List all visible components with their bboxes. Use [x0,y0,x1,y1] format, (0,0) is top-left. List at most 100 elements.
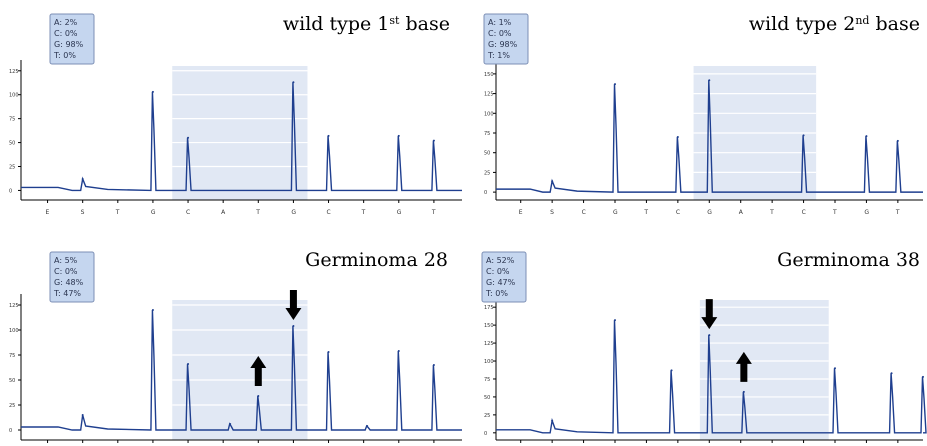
x-tick-label: G [397,209,402,216]
x-tick-label: T [895,209,900,216]
x-tick-label: C [676,209,680,216]
base-call-box: A: 52% C: 0% G: 47% T: 0% [481,251,527,303]
y-tick-label: 100 [9,93,19,99]
pyrogram-panel-2: 150 125 100 75 50 25 0 E S C G T C G A T C T G T A: 1% C: 0% G… [483,13,923,216]
panel-title: Germinoma 28 [305,249,448,271]
peak-point [257,395,260,397]
peak-point [432,364,435,366]
base-call-line: C: 0% [486,267,510,276]
peak-point [151,90,154,93]
base-call-line: G: 98% [488,40,518,49]
base-call-line: T: 0% [53,51,76,60]
y-tick-label: 75 [484,377,490,383]
pyrogram-panel-3: 125 100 75 50 25 0 A: 5% C: 0% G: 48% T: 47% Germi… [9,249,462,443]
base-call-box: A: 2% C: 0% G: 98% T: 0% [49,13,95,65]
y-tick-label: 125 [9,69,19,75]
peak-point [81,177,84,180]
panel-title: Germinoma 38 [777,249,920,271]
peak-point [742,390,745,393]
y-tick-label: 0 [9,428,12,434]
arrow-up-icon [250,356,267,386]
peak-point [187,363,190,365]
y-tick-label: 25 [484,413,490,419]
x-tick-label: G [291,209,296,216]
peak-point [229,423,232,425]
base-call-line: G: 47% [486,278,516,287]
x-tick-label: A [221,209,226,216]
peak-point [614,319,616,322]
peak-point [397,134,400,137]
x-tick-label: G [151,209,156,216]
panel-title: wild type 2nd base [749,13,920,35]
arrow-down-icon [701,299,718,330]
x-tick-label: C [802,209,806,216]
peak-point [551,419,554,422]
base-call-line: T: 1% [487,51,510,60]
pyrogram-trace [496,80,923,193]
x-tick-label: T [255,209,260,216]
pyrogram-trace [21,82,462,192]
x-tick-label: E [46,209,50,216]
pyrogram-trace [496,320,927,434]
y-tick-label: 175 [484,305,494,311]
y-tick-label: 100 [9,328,19,334]
y-tick-label: 75 [9,117,15,123]
pyrogram-panel-4: 175 150 125 100 75 50 25 0 A: 52% C: 0% G: 47% T: 0… [481,249,927,443]
base-call-box: A: 1% C: 0% G: 98% T: 1% [483,13,529,65]
y-tick-label: 0 [9,188,12,194]
highlight-region [699,300,829,440]
x-tick-label: T [643,209,648,216]
peak-point [834,367,836,370]
y-tick-label: 150 [484,72,494,78]
peak-point [366,425,369,427]
base-call-box-bg [481,251,527,303]
x-tick-label: A [739,209,744,216]
base-call-line: A: 52% [486,256,515,265]
peak-point [676,135,679,138]
peak-point [708,334,711,337]
pyrogram-panel-1: 125 100 75 50 25 0 E S T G C A T G C T G T A: 2% C: 0% G: 98… [9,13,462,216]
base-call-line: A: 5% [54,256,78,265]
x-tick-label: T [115,209,120,216]
y-tick-label: 0 [484,431,487,437]
base-call-line: G: 48% [54,278,84,287]
x-tick-label: T [769,209,774,216]
arrow-down-icon [285,290,302,320]
base-call-line: A: 2% [54,18,78,27]
peak-point [432,139,435,142]
y-tick-label: 50 [484,151,490,157]
peak-point [151,309,154,311]
peak-point [187,136,190,139]
panel-title: wild type 1st base [283,13,450,35]
x-tick-label: G [613,209,618,216]
peak-point [865,135,868,138]
arrow-up-icon [735,351,752,382]
x-tick-label: S [550,209,554,216]
peak-point [327,351,330,353]
peak-point [551,180,554,183]
peak-point [327,134,330,137]
peak-point [614,83,616,86]
base-call-line: C: 0% [54,29,78,38]
base-call-line: C: 0% [54,267,78,276]
x-tick-label: T [832,209,837,216]
x-tick-label: E [519,209,523,216]
y-tick-label: 150 [484,323,494,329]
y-tick-label: 0 [484,190,487,196]
x-tick-label: C [582,209,586,216]
peak-point [397,350,400,352]
x-tick-label: G [707,209,712,216]
y-tick-label: 25 [9,165,15,171]
highlight-region [172,66,308,200]
peak-point [81,414,84,416]
base-call-box-bg [483,13,529,65]
x-tick-label: T [431,209,436,216]
x-tick-label: S [81,209,85,216]
base-call-box-bg [49,13,95,65]
base-call-line: T: 47% [53,289,81,298]
peak-point [802,134,805,137]
y-tick-label: 100 [484,111,494,117]
y-tick-label: 125 [484,341,494,347]
base-call-line: G: 98% [54,40,84,49]
